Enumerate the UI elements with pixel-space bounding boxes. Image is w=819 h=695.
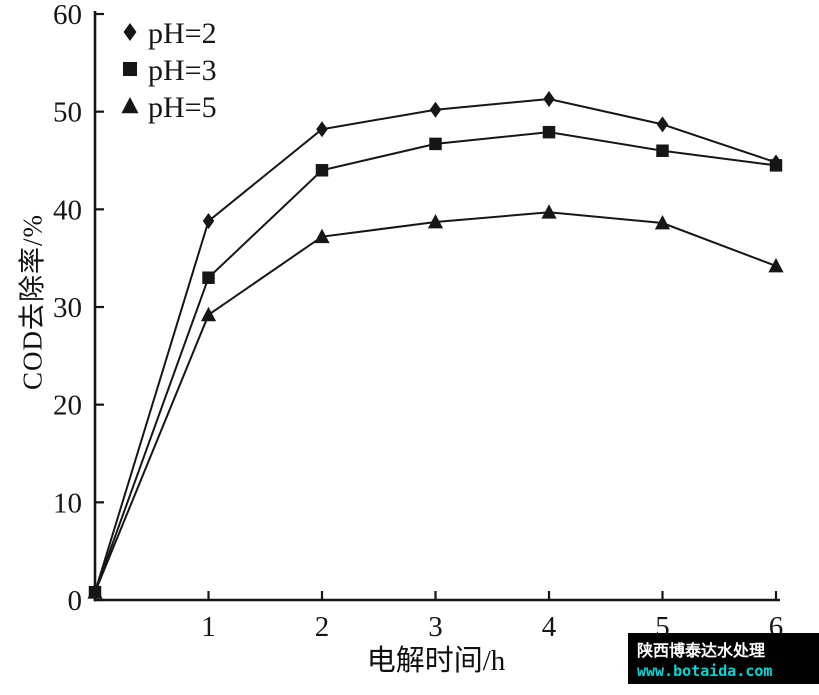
x-tick-label: 1 bbox=[201, 611, 216, 643]
marker-square bbox=[656, 144, 669, 157]
y-tick-label: 20 bbox=[53, 390, 82, 422]
legend-label: pH=2 bbox=[148, 17, 217, 50]
watermark-company-name: 陕西博泰达水处理 bbox=[637, 643, 766, 660]
series-line-1 bbox=[94, 131, 777, 593]
x-axis-label: 电解时间/h bbox=[366, 645, 506, 677]
series-line-2 bbox=[94, 211, 777, 593]
y-axis-label: COD去除率/% bbox=[17, 214, 48, 390]
watermark-url: www.botaida.com bbox=[637, 662, 773, 680]
marker-square bbox=[542, 125, 556, 139]
y-tick-label: 0 bbox=[68, 585, 83, 617]
y-tick-label: 30 bbox=[53, 292, 82, 324]
marker-triangle bbox=[87, 584, 103, 599]
marker-diamond bbox=[316, 121, 328, 138]
marker-diamond bbox=[429, 101, 442, 118]
marker-diamond bbox=[202, 213, 215, 230]
x-tick-label: 3 bbox=[428, 611, 443, 643]
marker-diamond bbox=[123, 23, 137, 41]
marker-square bbox=[122, 61, 138, 77]
series-line-0 bbox=[94, 97, 777, 593]
marker-triangle bbox=[427, 214, 444, 229]
y-tick-label: 60 bbox=[53, 0, 82, 31]
marker-square bbox=[429, 137, 442, 151]
marker-square bbox=[315, 164, 329, 177]
marker-triangle bbox=[654, 215, 671, 230]
marker-diamond bbox=[543, 90, 555, 107]
y-tick-label: 50 bbox=[53, 97, 82, 129]
marker-triangle bbox=[768, 257, 784, 273]
marker-square bbox=[202, 271, 215, 284]
watermark: 陕西博泰达水处理 www.botaida.com bbox=[628, 633, 819, 684]
marker-square bbox=[769, 159, 783, 172]
legend-label: pH=5 bbox=[148, 91, 217, 124]
marker-triangle bbox=[200, 306, 217, 322]
y-tick-label: 10 bbox=[53, 487, 82, 519]
marker-triangle bbox=[541, 204, 557, 219]
marker-triangle bbox=[314, 228, 330, 244]
marker-diamond bbox=[656, 116, 669, 133]
x-tick-label: 4 bbox=[542, 611, 557, 643]
legend-label: pH=3 bbox=[148, 54, 217, 87]
y-tick-label: 40 bbox=[53, 194, 82, 226]
x-tick-label: 2 bbox=[315, 611, 330, 643]
marker-triangle bbox=[121, 97, 139, 114]
